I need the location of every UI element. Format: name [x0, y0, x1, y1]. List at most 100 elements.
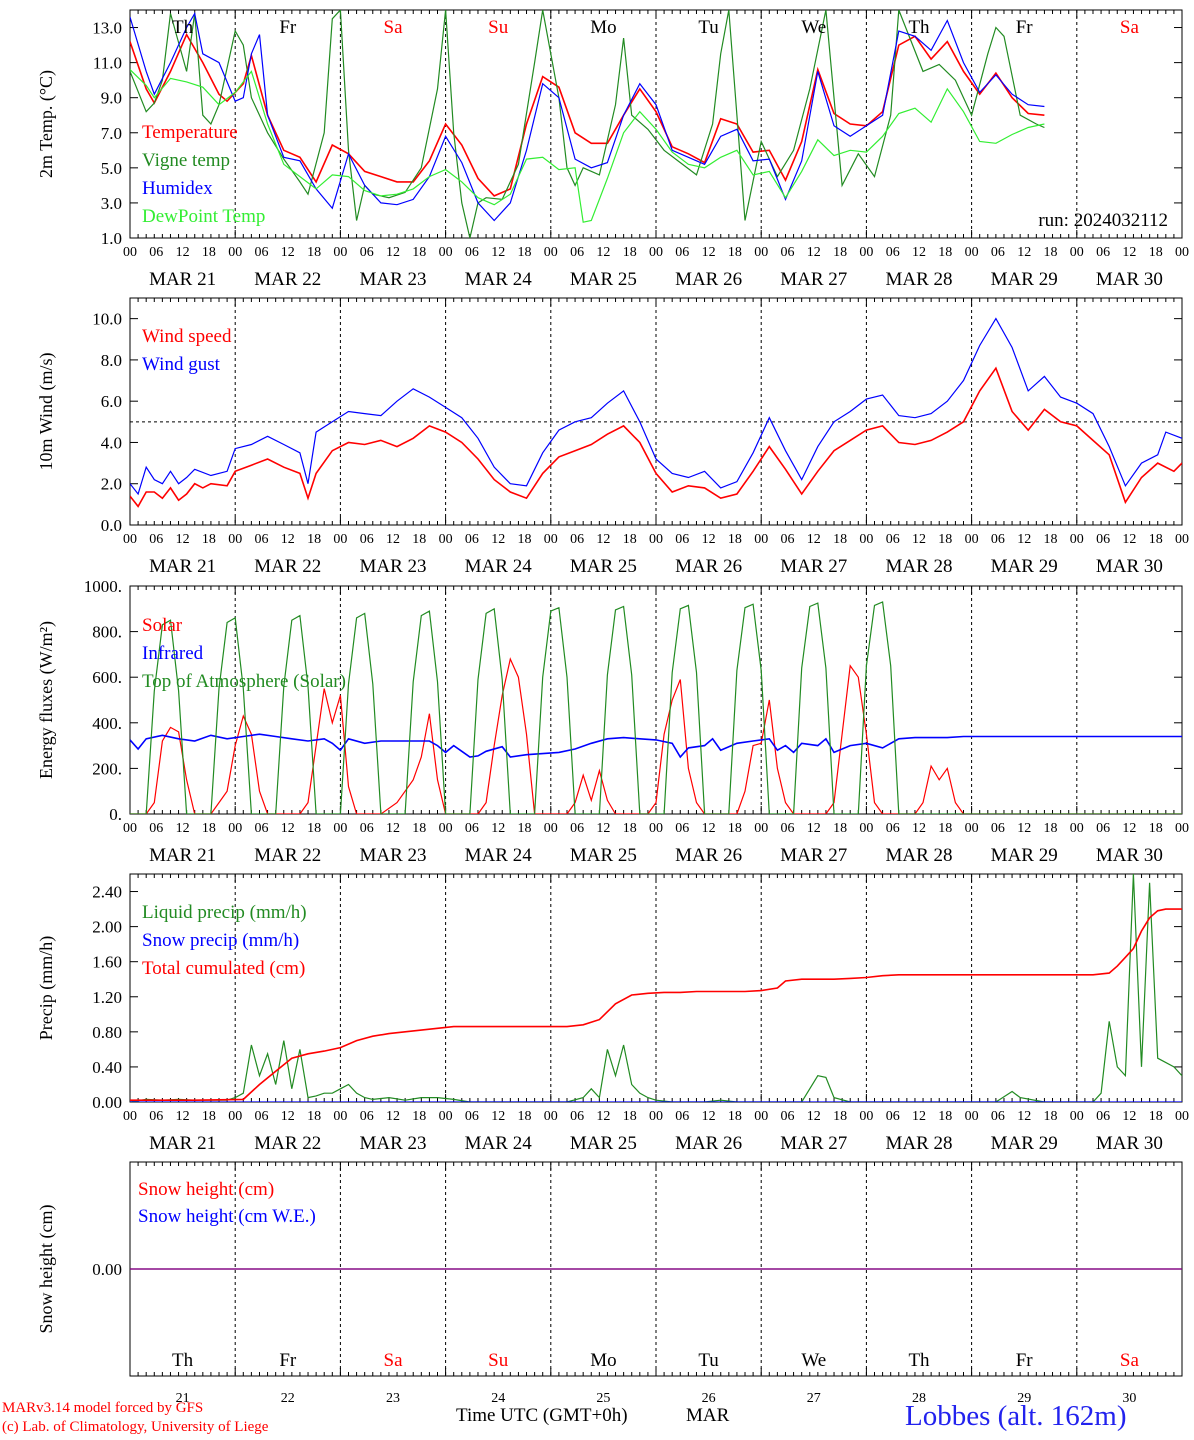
hour-label: 12 [176, 821, 190, 836]
legend-entry: Top of Atmosphere (Solar) [142, 671, 346, 692]
date-label: MAR 29 [991, 269, 1058, 290]
date-label: MAR 23 [359, 556, 426, 577]
y-tick-label: 3.0 [101, 194, 122, 213]
hour-label: 00 [439, 1109, 453, 1124]
date-label: MAR 27 [780, 556, 847, 577]
y-tick-label: 5.0 [101, 159, 122, 178]
hour-label: 00 [859, 245, 873, 260]
date-label: MAR 22 [254, 556, 321, 577]
hour-label: 12 [1017, 532, 1031, 547]
legend-entry: Snow height (cm W.E.) [138, 1206, 316, 1227]
hour-label: 18 [518, 1109, 532, 1124]
hour-label: 06 [886, 1109, 900, 1124]
series-line-green [130, 874, 1182, 1102]
hour-label: 12 [491, 532, 505, 547]
y-tick-label: 800. [92, 623, 122, 642]
hour-label: 06 [570, 1109, 584, 1124]
hour-label: 00 [544, 1109, 558, 1124]
day-of-week-label: Th [172, 17, 194, 38]
hour-label: 12 [281, 245, 295, 260]
hour-label: 00 [123, 821, 137, 836]
y-tick-label: 400. [92, 714, 122, 733]
hour-label: 12 [386, 245, 400, 260]
hour-label: 06 [149, 532, 163, 547]
hour-label: 00 [965, 532, 979, 547]
series-line-blue [130, 317, 1182, 496]
date-label: MAR 23 [359, 845, 426, 866]
hour-label: 18 [833, 532, 847, 547]
date-label: MAR 30 [1096, 556, 1163, 577]
date-label: MAR 24 [465, 556, 533, 577]
hour-label: 12 [702, 245, 716, 260]
hour-label: 00 [1070, 245, 1084, 260]
hour-label: 00 [1175, 532, 1189, 547]
hour-label: 06 [675, 821, 689, 836]
day-of-week-label: Fr [279, 17, 297, 38]
hour-label: 06 [991, 1109, 1005, 1124]
hour-label: 06 [781, 821, 795, 836]
hour-label: 06 [675, 532, 689, 547]
series-line-green [130, 10, 1045, 238]
hour-label: 12 [702, 821, 716, 836]
hour-label: 00 [1070, 821, 1084, 836]
hour-label: 00 [123, 1109, 137, 1124]
hour-label: 00 [965, 245, 979, 260]
hour-label: 18 [307, 245, 321, 260]
hour-label: 18 [938, 1109, 952, 1124]
hour-label: 12 [596, 821, 610, 836]
hour-label: 06 [465, 245, 479, 260]
hour-label: 06 [1096, 245, 1110, 260]
date-label: MAR 30 [1096, 269, 1163, 290]
date-label: MAR 29 [991, 556, 1058, 577]
hour-label: 12 [176, 532, 190, 547]
hour-label: 18 [1044, 532, 1058, 547]
hour-label: 12 [1017, 245, 1031, 260]
hour-label: 06 [255, 1109, 269, 1124]
hour-label: 12 [912, 821, 926, 836]
day-of-week-label: Mo [590, 17, 616, 38]
y-tick-label: 0.00 [92, 1260, 122, 1279]
hour-label: 06 [570, 821, 584, 836]
hour-label: 00 [1175, 821, 1189, 836]
day-number-label: 26 [702, 1391, 716, 1406]
hour-label: 18 [1044, 821, 1058, 836]
day-of-week-label: Sa [384, 1350, 404, 1371]
hour-label: 18 [518, 821, 532, 836]
hour-label: 12 [596, 245, 610, 260]
date-label: MAR 30 [1096, 845, 1163, 866]
day-number-label: 21 [176, 1391, 190, 1406]
day-number-label: 28 [912, 1391, 926, 1406]
hour-label: 00 [123, 532, 137, 547]
date-label: MAR 25 [570, 556, 637, 577]
hour-label: 00 [965, 821, 979, 836]
hour-label: 06 [675, 1109, 689, 1124]
hour-label: 00 [333, 532, 347, 547]
hour-label: 06 [886, 821, 900, 836]
day-of-week-label: Mo [590, 1350, 616, 1371]
day-number-label: 22 [281, 1391, 295, 1406]
hour-label: 18 [518, 532, 532, 547]
hour-label: 06 [991, 821, 1005, 836]
date-label: MAR 23 [359, 1133, 426, 1154]
legend-entry: Snow height (cm) [138, 1179, 274, 1200]
hour-label: 18 [1149, 245, 1163, 260]
hour-label: 18 [728, 245, 742, 260]
hour-label: 06 [886, 532, 900, 547]
hour-label: 18 [938, 821, 952, 836]
station-label: Lobbes (alt. 162m) [905, 1400, 1127, 1432]
day-of-week-label: Tu [698, 17, 719, 38]
day-of-week-label: Th [172, 1350, 194, 1371]
legend-entry: Wind gust [142, 354, 221, 375]
legend-entry: Humidex [142, 178, 213, 199]
hour-label: 18 [307, 1109, 321, 1124]
hour-label: 12 [386, 1109, 400, 1124]
day-of-week-label: Sa [384, 17, 404, 38]
hour-label: 06 [991, 245, 1005, 260]
hour-label: 12 [912, 532, 926, 547]
y-tick-label: 1.20 [92, 988, 122, 1007]
y-tick-label: 0.00 [92, 1093, 122, 1112]
hour-label: 06 [360, 245, 374, 260]
hour-label: 12 [1122, 532, 1136, 547]
hour-label: 12 [702, 532, 716, 547]
